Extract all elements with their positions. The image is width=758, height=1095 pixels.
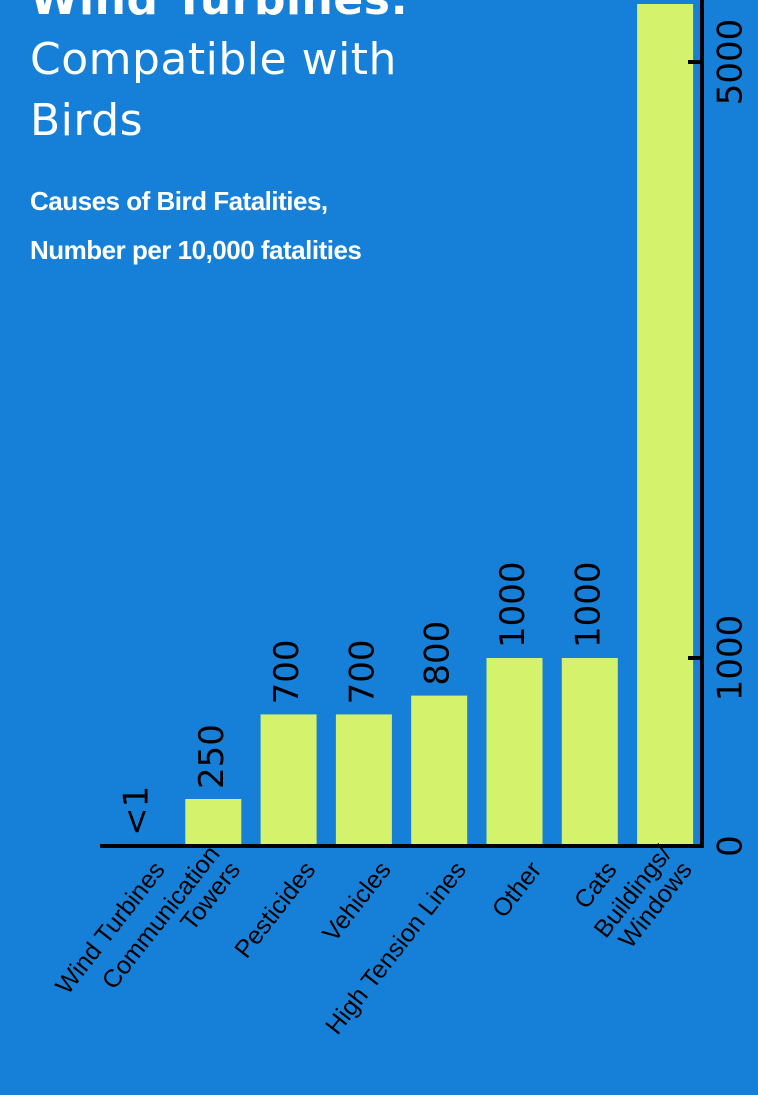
bar-4 [411,695,468,846]
bar-5 [486,658,543,846]
bar-value-label-0: <1 [117,786,157,836]
category-label-4: High Tension Lines [320,856,472,1039]
chart-subtitle-line-1: Causes of Bird Fatalities, [30,186,328,216]
bar-value-label-2: 700 [267,639,307,704]
bar-7 [637,4,694,846]
y-tick-label-0: 0 [711,835,751,857]
y-tick-label-1000: 1000 [711,615,751,702]
bar-1 [185,799,242,846]
category-label-3: Vehicles [317,856,396,947]
bar-value-label-4: 800 [418,621,458,686]
category-label-7: Buildings/Windows [589,840,698,959]
category-label-5: Other [487,856,548,923]
bar-value-label-1: 250 [192,724,232,789]
chart-title-line-2: Compatible with [30,34,397,85]
chart-title-line-3: Birds [30,95,144,146]
bar-2 [260,714,317,846]
bar-value-label-3: 700 [342,639,382,704]
bar-3 [335,714,392,846]
bar-6 [561,658,618,846]
chart-subtitle-line-2: Number per 10,000 fatalities [30,235,362,265]
bar-value-label-5: 1000 [493,561,533,648]
y-tick-label-5000: 5000 [711,19,751,106]
bar-value-label-6: 1000 [568,561,608,648]
chart-title-line-1: Wind Turbines: [30,0,409,25]
